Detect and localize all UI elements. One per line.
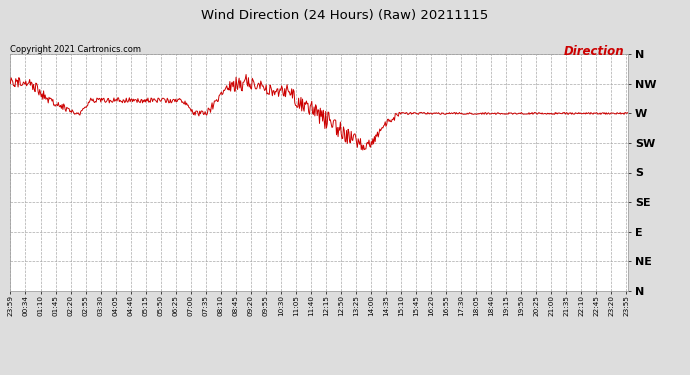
- Text: Copyright 2021 Cartronics.com: Copyright 2021 Cartronics.com: [10, 45, 141, 54]
- Text: Wind Direction (24 Hours) (Raw) 20211115: Wind Direction (24 Hours) (Raw) 20211115: [201, 9, 489, 22]
- Text: Direction: Direction: [564, 45, 624, 58]
